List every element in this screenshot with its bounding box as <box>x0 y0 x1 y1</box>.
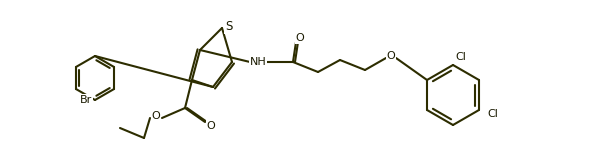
Text: O: O <box>206 121 215 131</box>
Text: NH: NH <box>250 57 267 67</box>
Text: O: O <box>387 51 395 61</box>
Text: S: S <box>226 19 233 32</box>
Text: O: O <box>296 33 305 43</box>
Text: Cl: Cl <box>456 52 466 62</box>
Text: Cl: Cl <box>487 109 499 119</box>
Text: O: O <box>152 111 161 121</box>
Text: Br: Br <box>80 95 92 105</box>
